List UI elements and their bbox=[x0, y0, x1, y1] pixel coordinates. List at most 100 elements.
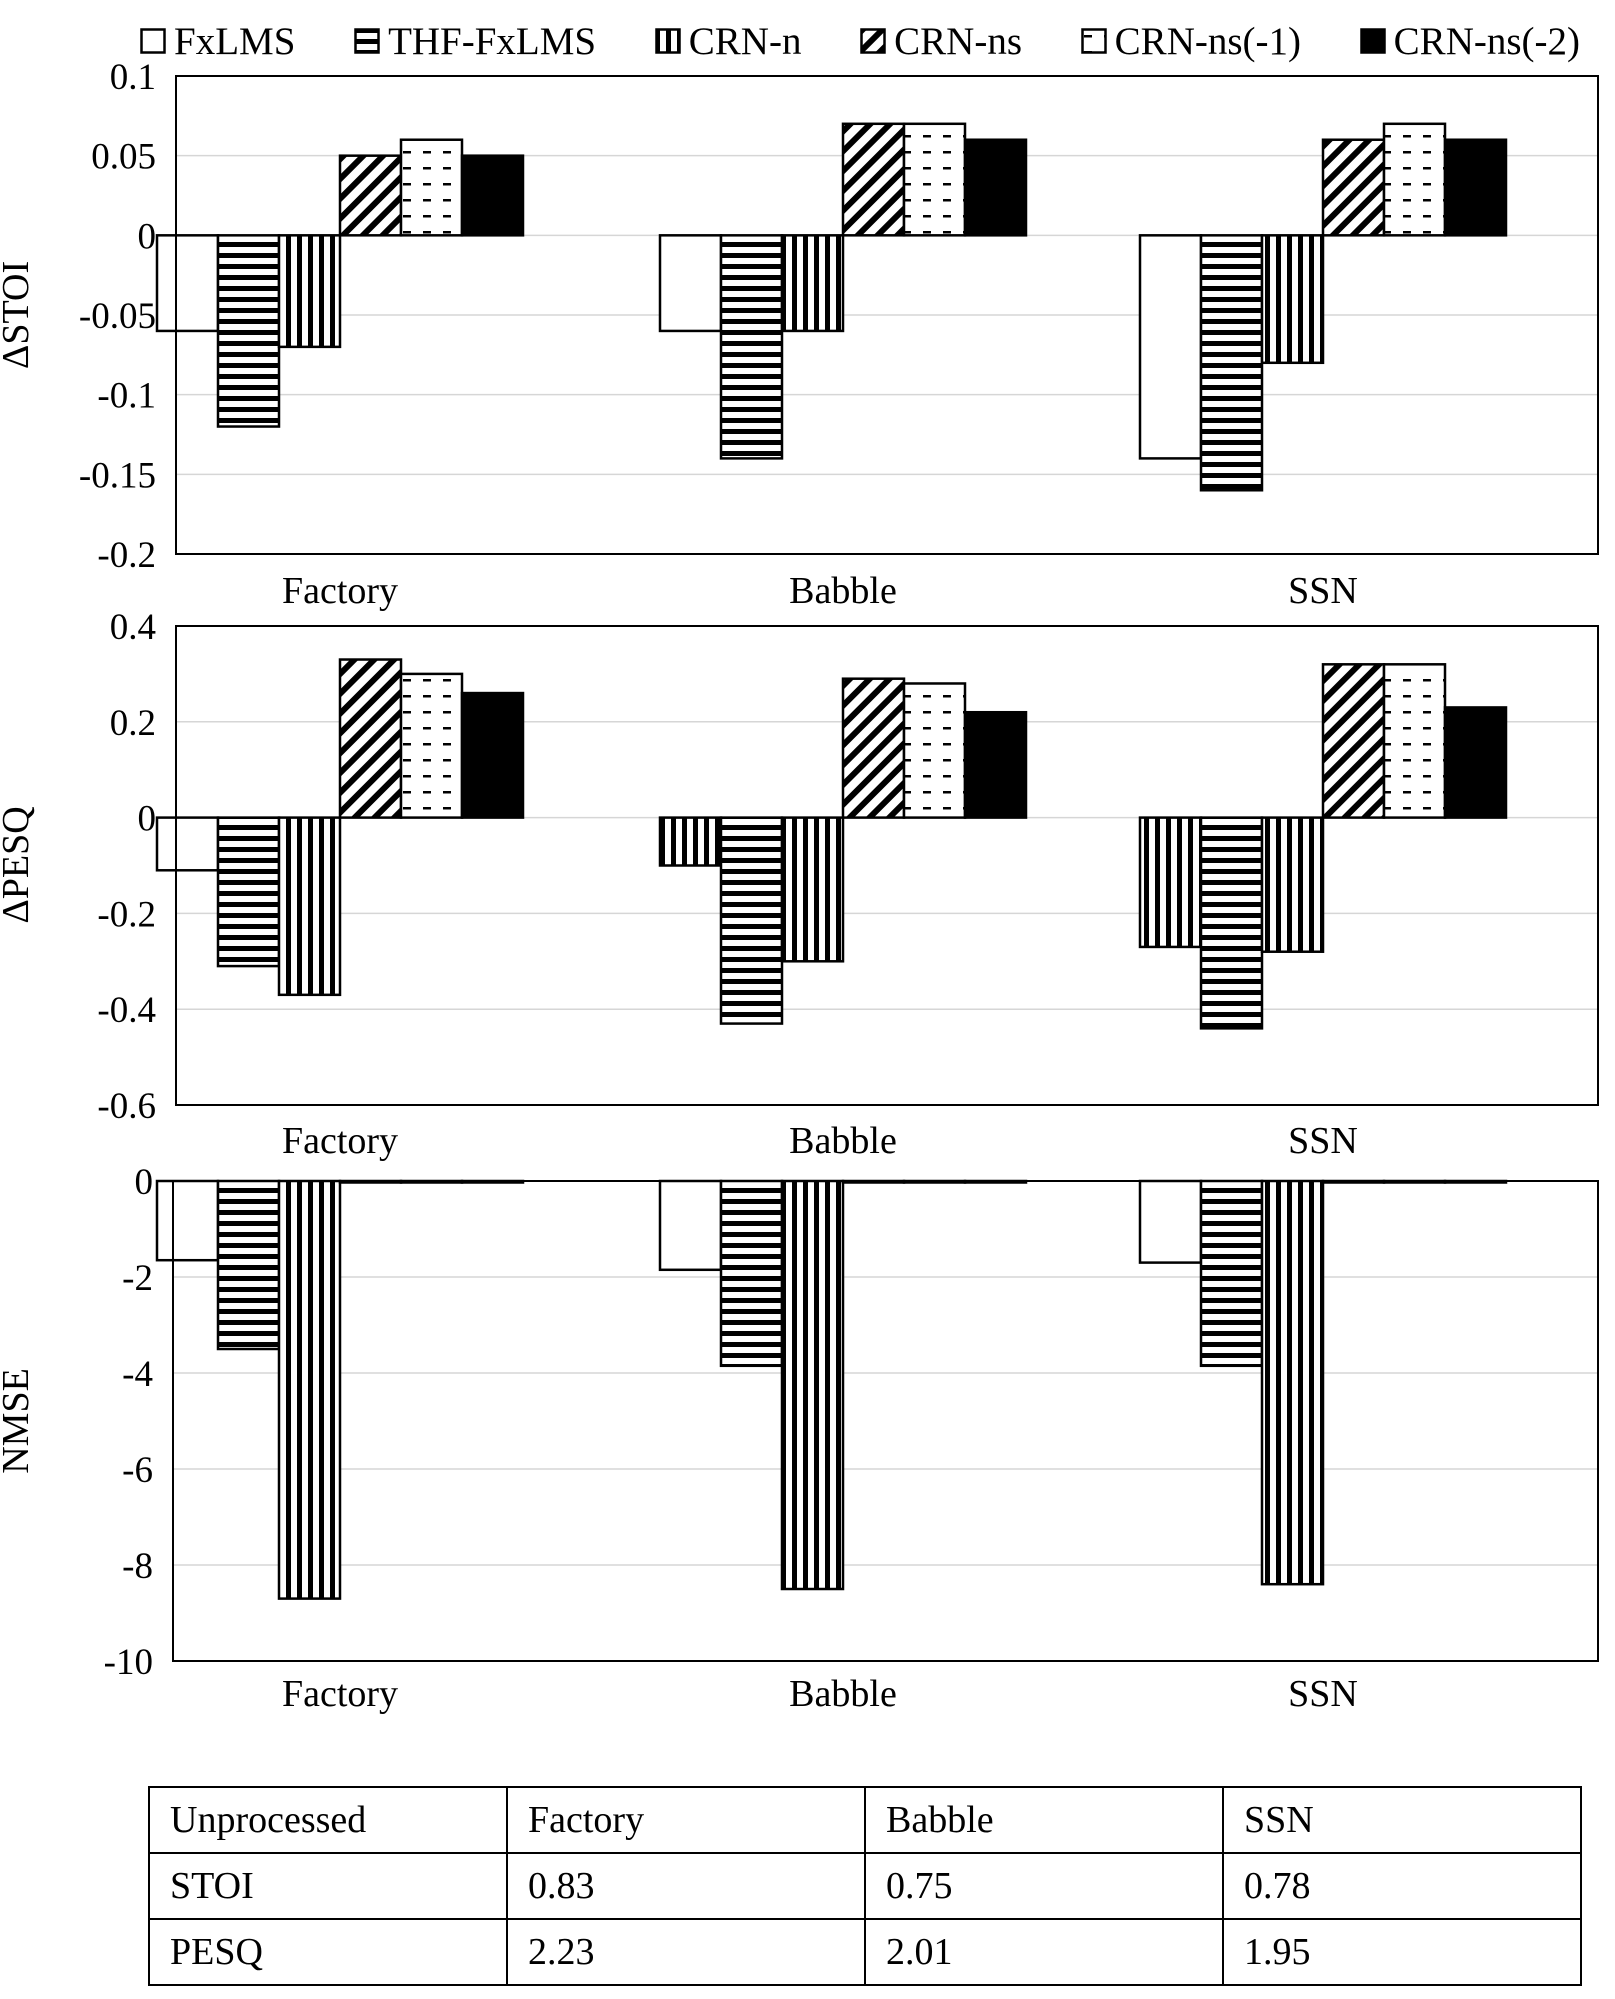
y-tick-label: 0.05 bbox=[91, 137, 156, 178]
bar bbox=[1382, 663, 1447, 819]
table-cell: 0.75 bbox=[864, 1852, 1224, 1920]
legend-item: THF-FxLMS bbox=[354, 22, 596, 61]
y-tick-label: 0 bbox=[135, 1162, 154, 1203]
bar bbox=[216, 234, 281, 428]
table-cell: 1.95 bbox=[1222, 1918, 1582, 1986]
legend-swatch bbox=[1359, 28, 1386, 54]
x-category-label: Factory bbox=[282, 1120, 398, 1162]
bar bbox=[902, 682, 967, 819]
table-cell: 2.01 bbox=[864, 1918, 1224, 1986]
y-tick-label: -0.6 bbox=[97, 1086, 156, 1127]
bar bbox=[780, 234, 845, 333]
y-tick-label: -0.15 bbox=[79, 455, 156, 496]
y-tick-label: 0.1 bbox=[110, 57, 156, 98]
chart-panel: 0.1 0.05 0 -0.05 -0.1 -0.15 -0.2 Factory Babble S… bbox=[0, 57, 1599, 612]
legend-label: CRN-ns bbox=[894, 19, 1022, 63]
bar bbox=[460, 691, 525, 819]
bar bbox=[841, 677, 906, 819]
y-axis-label: ΔPESQ bbox=[0, 806, 37, 923]
bar bbox=[216, 1179, 281, 1351]
bar bbox=[399, 672, 464, 819]
legend-label: FxLMS bbox=[174, 19, 296, 63]
table-cell: Factory bbox=[506, 1786, 866, 1854]
bar bbox=[1443, 706, 1508, 819]
summary-table: Unprocessed Factory Babble SSN STOI 0.83… bbox=[148, 1786, 1582, 1986]
x-category-label: Babble bbox=[789, 1673, 897, 1715]
bar bbox=[658, 816, 723, 867]
bar bbox=[1199, 1179, 1264, 1368]
legend-swatch bbox=[1080, 28, 1107, 54]
bar bbox=[719, 816, 784, 1025]
x-category-label: SSN bbox=[1288, 1120, 1358, 1162]
y-tick-label: 0.4 bbox=[110, 607, 156, 648]
table-cell: Babble bbox=[864, 1786, 1224, 1854]
bar bbox=[780, 816, 845, 963]
table-cell: 2.23 bbox=[506, 1918, 866, 1986]
y-tick-label: 0 bbox=[138, 799, 157, 840]
y-tick-label: -0.1 bbox=[97, 376, 156, 417]
x-category-label: Factory bbox=[282, 1673, 398, 1715]
table-cell: Unprocessed bbox=[148, 1786, 508, 1854]
legend-item: FxLMS bbox=[140, 22, 295, 61]
x-category-label: SSN bbox=[1288, 570, 1358, 612]
table-header-row: Unprocessed Factory Babble SSN bbox=[148, 1786, 1582, 1854]
bar bbox=[1138, 816, 1203, 949]
y-tick-label: -6 bbox=[122, 1450, 153, 1491]
x-category-label: Babble bbox=[789, 1120, 897, 1162]
legend-label: CRN-ns(-2) bbox=[1393, 19, 1580, 63]
bar bbox=[1199, 816, 1264, 1030]
bar bbox=[1138, 234, 1203, 460]
table-cell: SSN bbox=[1222, 1786, 1582, 1854]
bar bbox=[841, 122, 906, 237]
table-row: STOI 0.83 0.75 0.78 bbox=[148, 1852, 1582, 1920]
plot-frame bbox=[175, 625, 1599, 1106]
legend-label: CRN-ns(-1) bbox=[1114, 19, 1301, 63]
bar bbox=[460, 154, 525, 237]
table-row: PESQ 2.23 2.01 1.95 bbox=[148, 1918, 1582, 1986]
bar bbox=[338, 658, 403, 819]
x-category-label: Factory bbox=[282, 570, 398, 612]
chart-panel: 0.4 0.2 0 -0.2 -0.4 -0.6 Factory Babble SSN ΔPESQ bbox=[0, 607, 1599, 1162]
plot-frame bbox=[175, 75, 1599, 555]
y-tick-label: 0 bbox=[138, 216, 157, 257]
y-tick-label: -4 bbox=[122, 1354, 153, 1395]
bar bbox=[155, 234, 220, 333]
legend-swatch bbox=[860, 28, 886, 54]
y-tick-label: -2 bbox=[122, 1258, 153, 1299]
bar bbox=[719, 1179, 784, 1368]
legend-swatch bbox=[655, 28, 681, 54]
bar bbox=[1321, 663, 1386, 819]
y-axis-label: NMSE bbox=[0, 1368, 37, 1474]
legend-swatch bbox=[354, 28, 380, 54]
bar bbox=[216, 816, 281, 968]
bar bbox=[1443, 138, 1508, 237]
x-category-label: SSN bbox=[1288, 1673, 1358, 1715]
bar bbox=[399, 138, 464, 237]
plot-frame bbox=[172, 1180, 1599, 1662]
bar bbox=[963, 138, 1028, 237]
bar bbox=[1199, 234, 1264, 492]
y-tick-label: 0.2 bbox=[110, 703, 156, 744]
legend-item: CRN-n bbox=[655, 19, 802, 63]
legend-item: CRN-ns(-2) bbox=[1359, 19, 1580, 63]
bar bbox=[1138, 1179, 1203, 1264]
bar bbox=[658, 1179, 723, 1272]
legend-item: CRN-ns(-1) bbox=[1080, 19, 1301, 63]
bar bbox=[1260, 234, 1325, 365]
legend-swatch bbox=[140, 28, 166, 54]
y-axis-label: ΔSTOI bbox=[0, 261, 37, 369]
table-cell: PESQ bbox=[148, 1918, 508, 1986]
bar bbox=[277, 1179, 342, 1600]
y-tick-label: -10 bbox=[104, 1642, 153, 1683]
bar bbox=[1260, 816, 1325, 953]
x-category-label: Babble bbox=[789, 570, 897, 612]
table-cell: 0.78 bbox=[1222, 1852, 1582, 1920]
legend-label: THF-FxLMS bbox=[388, 19, 597, 63]
bar bbox=[1382, 122, 1447, 237]
table-cell: 0.83 bbox=[506, 1852, 866, 1920]
bar bbox=[1260, 1179, 1325, 1586]
bar bbox=[277, 234, 342, 349]
y-tick-label: -0.2 bbox=[97, 894, 156, 935]
legend-label: CRN-n bbox=[688, 19, 802, 63]
bar bbox=[155, 816, 220, 872]
